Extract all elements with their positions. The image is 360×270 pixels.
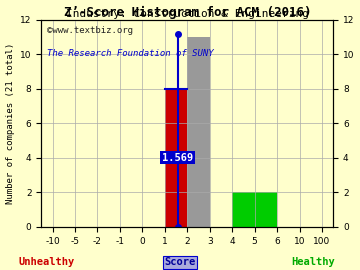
Bar	[187, 37, 210, 227]
Text: Industry: Construction & Engineering: Industry: Construction & Engineering	[66, 9, 309, 19]
Text: Healthy: Healthy	[291, 257, 335, 267]
Text: Unhealthy: Unhealthy	[19, 257, 75, 267]
Text: ©www.textbiz.org: ©www.textbiz.org	[47, 26, 133, 35]
Text: Score: Score	[165, 257, 195, 267]
Bar	[165, 89, 187, 227]
Bar	[232, 192, 277, 227]
Text: 1.569: 1.569	[162, 153, 193, 163]
Title: Z’-Score Histogram for ACM (2016): Z’-Score Histogram for ACM (2016)	[63, 6, 311, 19]
Y-axis label: Number of companies (21 total): Number of companies (21 total)	[5, 43, 14, 204]
Text: The Research Foundation of SUNY: The Research Foundation of SUNY	[47, 49, 214, 58]
